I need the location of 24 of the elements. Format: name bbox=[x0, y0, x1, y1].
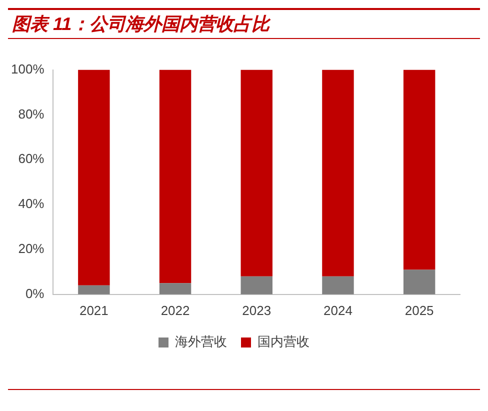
y-tick-label: 0% bbox=[25, 286, 45, 301]
y-tick-label: 20% bbox=[18, 241, 45, 256]
y-tick-label: 40% bbox=[18, 196, 45, 212]
y-tick-label: 80% bbox=[18, 106, 45, 122]
bar bbox=[240, 276, 272, 294]
y-tick-label: 60% bbox=[18, 151, 45, 166]
chart-title: 图表 11：公司海外国内营收占比 bbox=[11, 13, 272, 36]
x-tick-label: 2021 bbox=[79, 302, 108, 318]
legend-label: 国内营收 bbox=[258, 334, 310, 350]
bar bbox=[159, 70, 192, 284]
bar bbox=[240, 70, 272, 276]
bar bbox=[159, 283, 192, 294]
x-tick-label: 2023 bbox=[242, 302, 272, 318]
bar bbox=[322, 70, 354, 276]
bar bbox=[403, 70, 436, 270]
x-tick-label: 2024 bbox=[324, 302, 352, 318]
x-tick-label: 2025 bbox=[404, 302, 434, 318]
bar bbox=[322, 276, 354, 294]
bar bbox=[78, 285, 110, 294]
y-tick-label: 100% bbox=[11, 61, 45, 76]
x-tick-label: 2022 bbox=[160, 302, 190, 318]
bar bbox=[78, 70, 110, 286]
bar bbox=[403, 270, 436, 294]
legend-label: 海外营收 bbox=[175, 334, 227, 350]
